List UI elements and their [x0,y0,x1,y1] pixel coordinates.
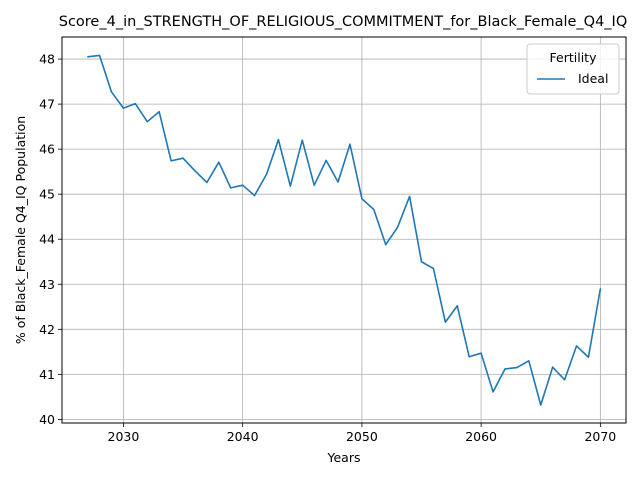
y-tick-label: 47 [39,97,55,112]
data-point [397,226,399,228]
data-point [253,194,256,197]
data-point [98,54,101,57]
data-point [540,404,542,406]
data-point [265,173,268,175]
data-point [420,261,423,263]
series-line-ideal [87,54,602,406]
data-point [158,111,160,113]
data-point [325,159,327,162]
data-point [385,244,387,246]
legend: Fertility Ideal [526,43,620,95]
data-point [444,321,446,323]
data-point [337,181,339,183]
data-point [277,139,280,141]
data-point [552,366,554,368]
data-point [361,198,363,200]
y-tick-label: 46 [39,142,55,157]
data-point [432,267,435,270]
data-point [206,181,208,184]
data-point [230,187,232,189]
x-tick-label: 2060 [465,429,497,444]
data-point [373,208,375,211]
x-tick-label: 2030 [108,429,140,444]
legend-label-ideal: Ideal [578,71,608,86]
data-point [575,345,578,347]
data-point [218,161,220,163]
data-point [599,288,601,290]
data-point [528,360,530,362]
data-point [194,170,196,172]
data-point [504,368,506,370]
series-layer [87,54,602,406]
data-point [134,103,136,105]
y-tick-label: 45 [39,187,55,202]
y-tick-label: 48 [39,52,55,67]
data-point [349,143,351,145]
plot-area-frame [61,36,627,424]
data-point [182,157,184,159]
data-point [492,391,494,393]
x-tick-label: 2070 [584,429,616,444]
data-point [563,379,566,381]
data-point [242,184,244,186]
grid [62,37,626,423]
data-point [313,184,315,186]
data-point [301,139,303,141]
x-tick-label: 2050 [346,429,378,444]
data-point [468,356,470,358]
x-tick-label: 2040 [227,429,259,444]
y-axis-label: % of Black_Female Q4_IQ Population [13,116,28,344]
y-tick-label: 43 [39,277,55,292]
data-point [110,91,113,93]
y-tick-label: 42 [39,322,55,337]
chart-title: Score_4_in_STRENGTH_OF_RELIGIOUS_COMMITM… [59,14,628,30]
data-point [587,356,590,358]
data-point [170,160,172,162]
data-point [408,195,411,198]
x-axis-label: Years [327,450,361,465]
legend-box [526,43,620,95]
data-point [480,352,482,354]
y-tick-label: 41 [39,367,55,382]
legend-title: Fertility [550,50,598,65]
axis-ticks: 2030 2040 2050 2060 2070 40 41 42 43 44 45 46 47 48 [39,52,616,444]
y-tick-label: 44 [39,232,55,247]
data-point [456,305,458,307]
data-point [516,366,518,369]
y-tick-label: 40 [39,412,55,427]
data-point [289,185,291,187]
data-point [122,107,125,109]
data-point [87,56,89,58]
data-point [146,121,148,123]
